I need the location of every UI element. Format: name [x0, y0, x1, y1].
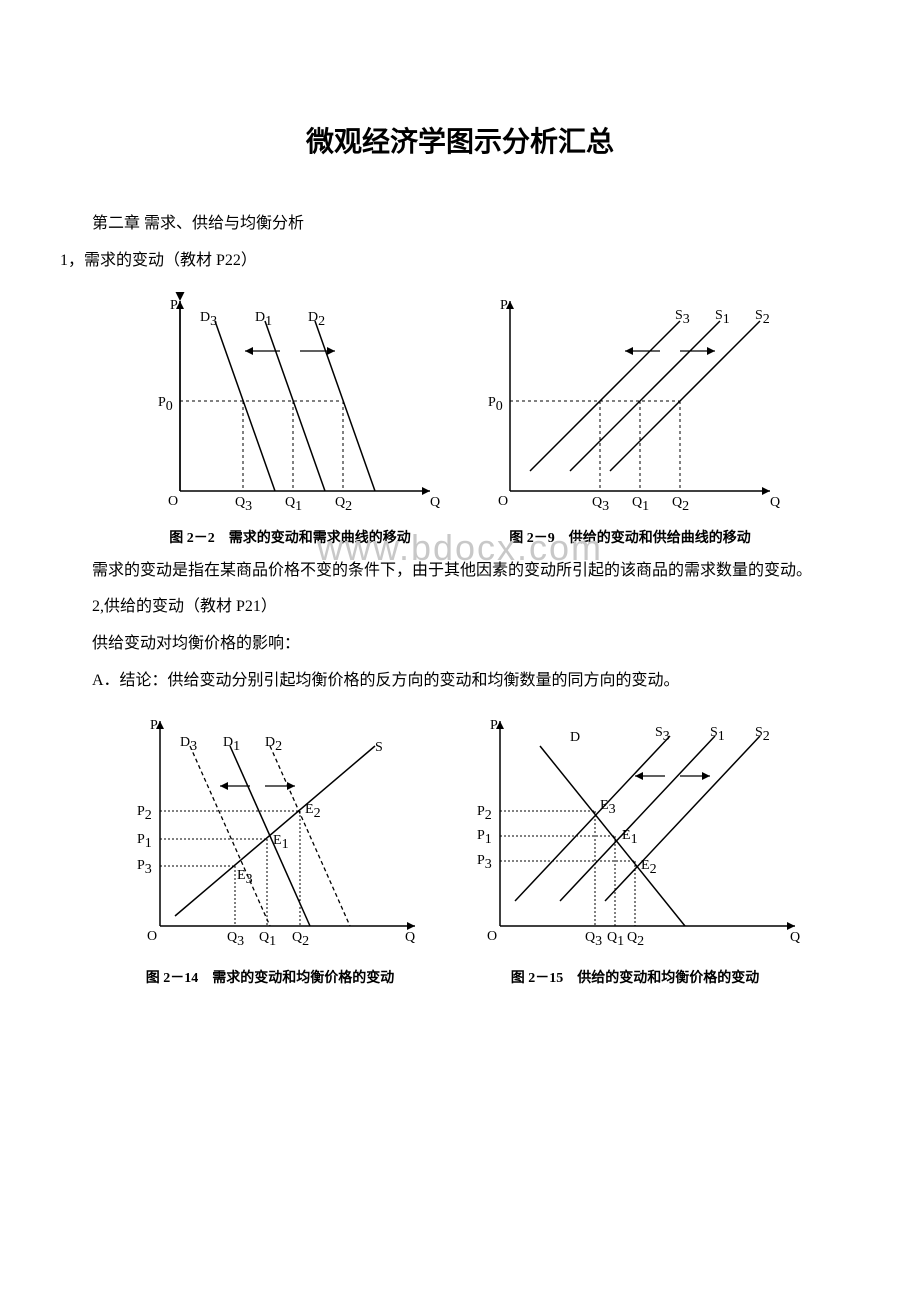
origin-label: O — [147, 929, 157, 944]
figure-row-2: P Q O S D3 D1 D2 — [60, 711, 860, 987]
q2-label: Q2 — [672, 495, 689, 514]
q3-label: Q3 — [227, 930, 244, 949]
q1-label: Q1 — [259, 930, 276, 949]
p3-label: P3 — [477, 853, 492, 872]
d2-label: D2 — [265, 735, 282, 754]
axis-p-label: P — [150, 718, 158, 733]
p2-label: P2 — [137, 804, 152, 823]
q2-label: Q2 — [627, 930, 644, 949]
s-label: S — [375, 740, 383, 755]
p1-label: P1 — [477, 828, 492, 847]
s2-label: S2 — [755, 725, 770, 744]
p2-label: P2 — [477, 804, 492, 823]
q1-label: Q1 — [285, 495, 302, 514]
figure-row-1: P Q O P0 D3 D1 D2 — [60, 291, 860, 547]
d-label: D — [570, 730, 580, 745]
item-2: 2,供给的变动（教材 P21） — [60, 593, 860, 622]
doc-title: 微观经济学图示分析汇总 — [60, 120, 860, 160]
d3-label: D3 — [180, 735, 197, 754]
p1-label: P1 — [137, 832, 152, 851]
e2-label: E2 — [305, 802, 321, 821]
axis-q-label: Q — [790, 930, 800, 945]
e1-label: E1 — [622, 828, 638, 847]
supply-eq-intro: 供给变动对均衡价格的影响： — [60, 630, 860, 659]
q3-label: Q3 — [585, 930, 602, 949]
chart-demand-shift: P Q O P0 D3 D1 D2 — [130, 291, 450, 521]
figure-2-15: P Q O D S3 S1 S2 — [455, 711, 815, 987]
q1-label: Q1 — [632, 495, 649, 514]
chart-supply-equilibrium: P Q O D S3 S1 S2 — [455, 711, 815, 961]
figure-2-2: P Q O P0 D3 D1 D2 — [130, 291, 450, 547]
axis-q-label: Q — [430, 495, 440, 510]
q1-label: Q1 — [607, 930, 624, 949]
origin-label: O — [168, 494, 178, 509]
figure-2-9-caption: 图 2－9 供给的变动和供给曲线的移动 — [509, 527, 751, 547]
figure-2-9: P Q O P0 S3 S1 S2 — [470, 291, 790, 547]
p0-label: P0 — [158, 395, 173, 414]
q2-label: Q2 — [292, 930, 309, 949]
q2-label: Q2 — [335, 495, 352, 514]
origin-label: O — [487, 929, 497, 944]
e3-label: E3 — [237, 868, 253, 887]
p0-label: P0 — [488, 395, 503, 414]
figure-2-14-caption: 图 2－14 需求的变动和均衡价格的变动 — [146, 967, 395, 987]
axis-p-label: P — [490, 718, 498, 733]
axis-p-label: P — [500, 298, 508, 313]
e3-label: E3 — [600, 798, 616, 817]
q3-label: Q3 — [592, 495, 609, 514]
s3-label: S3 — [655, 725, 670, 744]
chapter-heading: 第二章 需求、供给与均衡分析 — [60, 210, 860, 239]
axis-q-label: Q — [770, 495, 780, 510]
chart-supply-shift: P Q O P0 S3 S1 S2 — [470, 291, 790, 521]
figure-2-14: P Q O S D3 D1 D2 — [105, 711, 435, 987]
axis-q-label: Q — [405, 930, 415, 945]
conclusion-a: A．结论：供给变动分别引起均衡价格的反方向的变动和均衡数量的同方向的变动。 — [60, 667, 860, 696]
chart-demand-equilibrium: P Q O S D3 D1 D2 — [105, 711, 435, 961]
axis-p-label: P — [170, 298, 178, 313]
q3-label: Q3 — [235, 495, 252, 514]
demand-explain: 需求的变动是指在某商品价格不变的条件下，由于其他因素的变动所引起的该商品的需求数… — [60, 557, 860, 586]
page: 微观经济学图示分析汇总 第二章 需求、供给与均衡分析 1，需求的变动（教材 P2… — [0, 0, 920, 1037]
d1-label: D1 — [255, 310, 272, 329]
figure-2-15-caption: 图 2－15 供给的变动和均衡价格的变动 — [511, 967, 760, 987]
d3-label: D3 — [200, 310, 217, 329]
item-1: 1，需求的变动（教材 P22） — [60, 247, 860, 276]
p3-label: P3 — [137, 858, 152, 877]
figure-2-2-caption: 图 2－2 需求的变动和需求曲线的移动 — [169, 527, 411, 547]
origin-label: O — [498, 494, 508, 509]
s1-label: S1 — [710, 725, 725, 744]
